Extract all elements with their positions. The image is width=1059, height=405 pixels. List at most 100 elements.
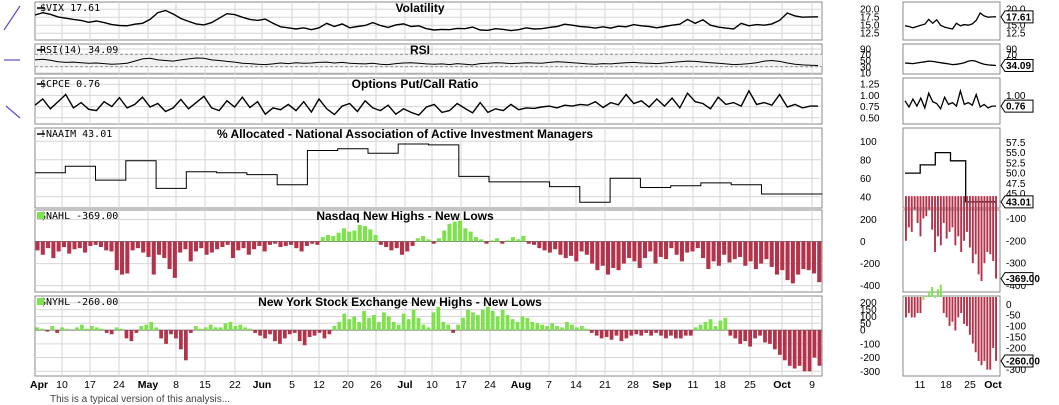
bar [273, 241, 278, 244]
bar [109, 241, 114, 252]
bar [146, 241, 151, 257]
x-date-label: 20 [342, 379, 354, 391]
bar [441, 321, 446, 331]
zoom-y-tick-label: 57.5 [1006, 138, 1026, 149]
bar [632, 241, 637, 262]
bar [753, 241, 758, 270]
zoom-bar [925, 196, 928, 217]
bar [521, 236, 526, 242]
zoom-bar [980, 297, 983, 366]
bar [629, 330, 634, 336]
bar [35, 327, 40, 331]
zoom-x-date-label: Oct [984, 379, 1002, 391]
zoom-x-date-label: 18 [940, 379, 952, 391]
y-tick-label: 0 [860, 237, 866, 248]
bar [446, 324, 451, 331]
bar [669, 241, 674, 249]
bar [693, 327, 698, 331]
panel-title: Volatility [395, 1, 444, 15]
x-date-label: 24 [484, 379, 496, 391]
x-date-label: 24 [113, 379, 125, 391]
bar [164, 330, 168, 344]
last-value-text: -260.00 [1006, 356, 1040, 367]
bar [401, 313, 406, 331]
bar [411, 309, 416, 331]
bar [590, 241, 595, 264]
zoom-y-tick-label: 12.5 [1006, 29, 1026, 40]
bar [716, 241, 721, 266]
bar [119, 328, 124, 331]
zoom-bar [910, 196, 913, 232]
bar [485, 306, 490, 331]
zoom-series-line [904, 12, 997, 30]
y-tick-label: 80 [860, 155, 872, 166]
bar [294, 241, 299, 249]
y-tick-label: -200 [860, 353, 880, 364]
bar [302, 330, 307, 346]
bar [547, 241, 552, 253]
bar [484, 241, 489, 244]
last-value-text: 34.09 [1006, 61, 1031, 72]
bar [220, 241, 225, 248]
zoom-bar [954, 196, 957, 246]
bar [421, 236, 426, 242]
bar [768, 330, 772, 344]
bar [326, 234, 331, 242]
zoom-y-tick-label: 47.5 [1006, 179, 1026, 190]
bar [394, 241, 399, 249]
rsi-band [35, 54, 822, 67]
series-line [34, 9, 819, 32]
x-date-label: Apr [30, 379, 48, 391]
x-date-label: Sep [652, 379, 671, 391]
bar [807, 330, 812, 372]
bar [243, 327, 248, 331]
bar [203, 327, 208, 331]
y-tick-label: -400 [860, 281, 880, 292]
bar [642, 241, 647, 259]
panel-label: $NYHL -260.00 [40, 297, 118, 308]
zoom-bar [971, 196, 974, 264]
bar [109, 330, 114, 335]
bar [357, 225, 362, 242]
bar [377, 321, 381, 331]
bar [817, 330, 822, 366]
bar [468, 231, 473, 242]
zoom-frame-1 [902, 43, 1001, 75]
bar [595, 241, 600, 271]
zoom-bar [922, 196, 925, 219]
bar [584, 328, 589, 331]
bar [537, 241, 542, 249]
bar [204, 241, 209, 255]
series-line [34, 89, 818, 116]
y-tick-label: 1.25 [860, 80, 880, 91]
bar [141, 241, 146, 253]
bar [60, 327, 64, 331]
zoom-y-tick-label: -400 [1006, 281, 1026, 292]
bar [510, 237, 515, 242]
last-value-tag [1000, 354, 1034, 368]
bar [263, 330, 267, 339]
zoom-bar [951, 297, 954, 322]
zoom-bar [957, 196, 960, 237]
bar [545, 326, 550, 331]
bar [451, 330, 456, 333]
y-tick-label: -100 [860, 339, 880, 350]
x-date-label: May [138, 379, 159, 391]
bar [332, 326, 337, 331]
bar [384, 241, 389, 248]
zoom-bar [966, 196, 968, 232]
x-date-label: 10 [56, 379, 68, 391]
x-date-label: 17 [455, 379, 467, 391]
x-date-label: 25 [744, 379, 756, 391]
zoom-bar [960, 196, 963, 252]
bar [542, 241, 547, 251]
bar [77, 241, 82, 249]
bar [490, 310, 495, 331]
zoom-bar [986, 297, 989, 370]
bar [75, 327, 79, 331]
bar [723, 317, 728, 331]
bar [753, 330, 757, 339]
x-date-label: 7 [546, 379, 552, 391]
bar [307, 330, 312, 337]
zoom-bar [925, 295, 928, 297]
